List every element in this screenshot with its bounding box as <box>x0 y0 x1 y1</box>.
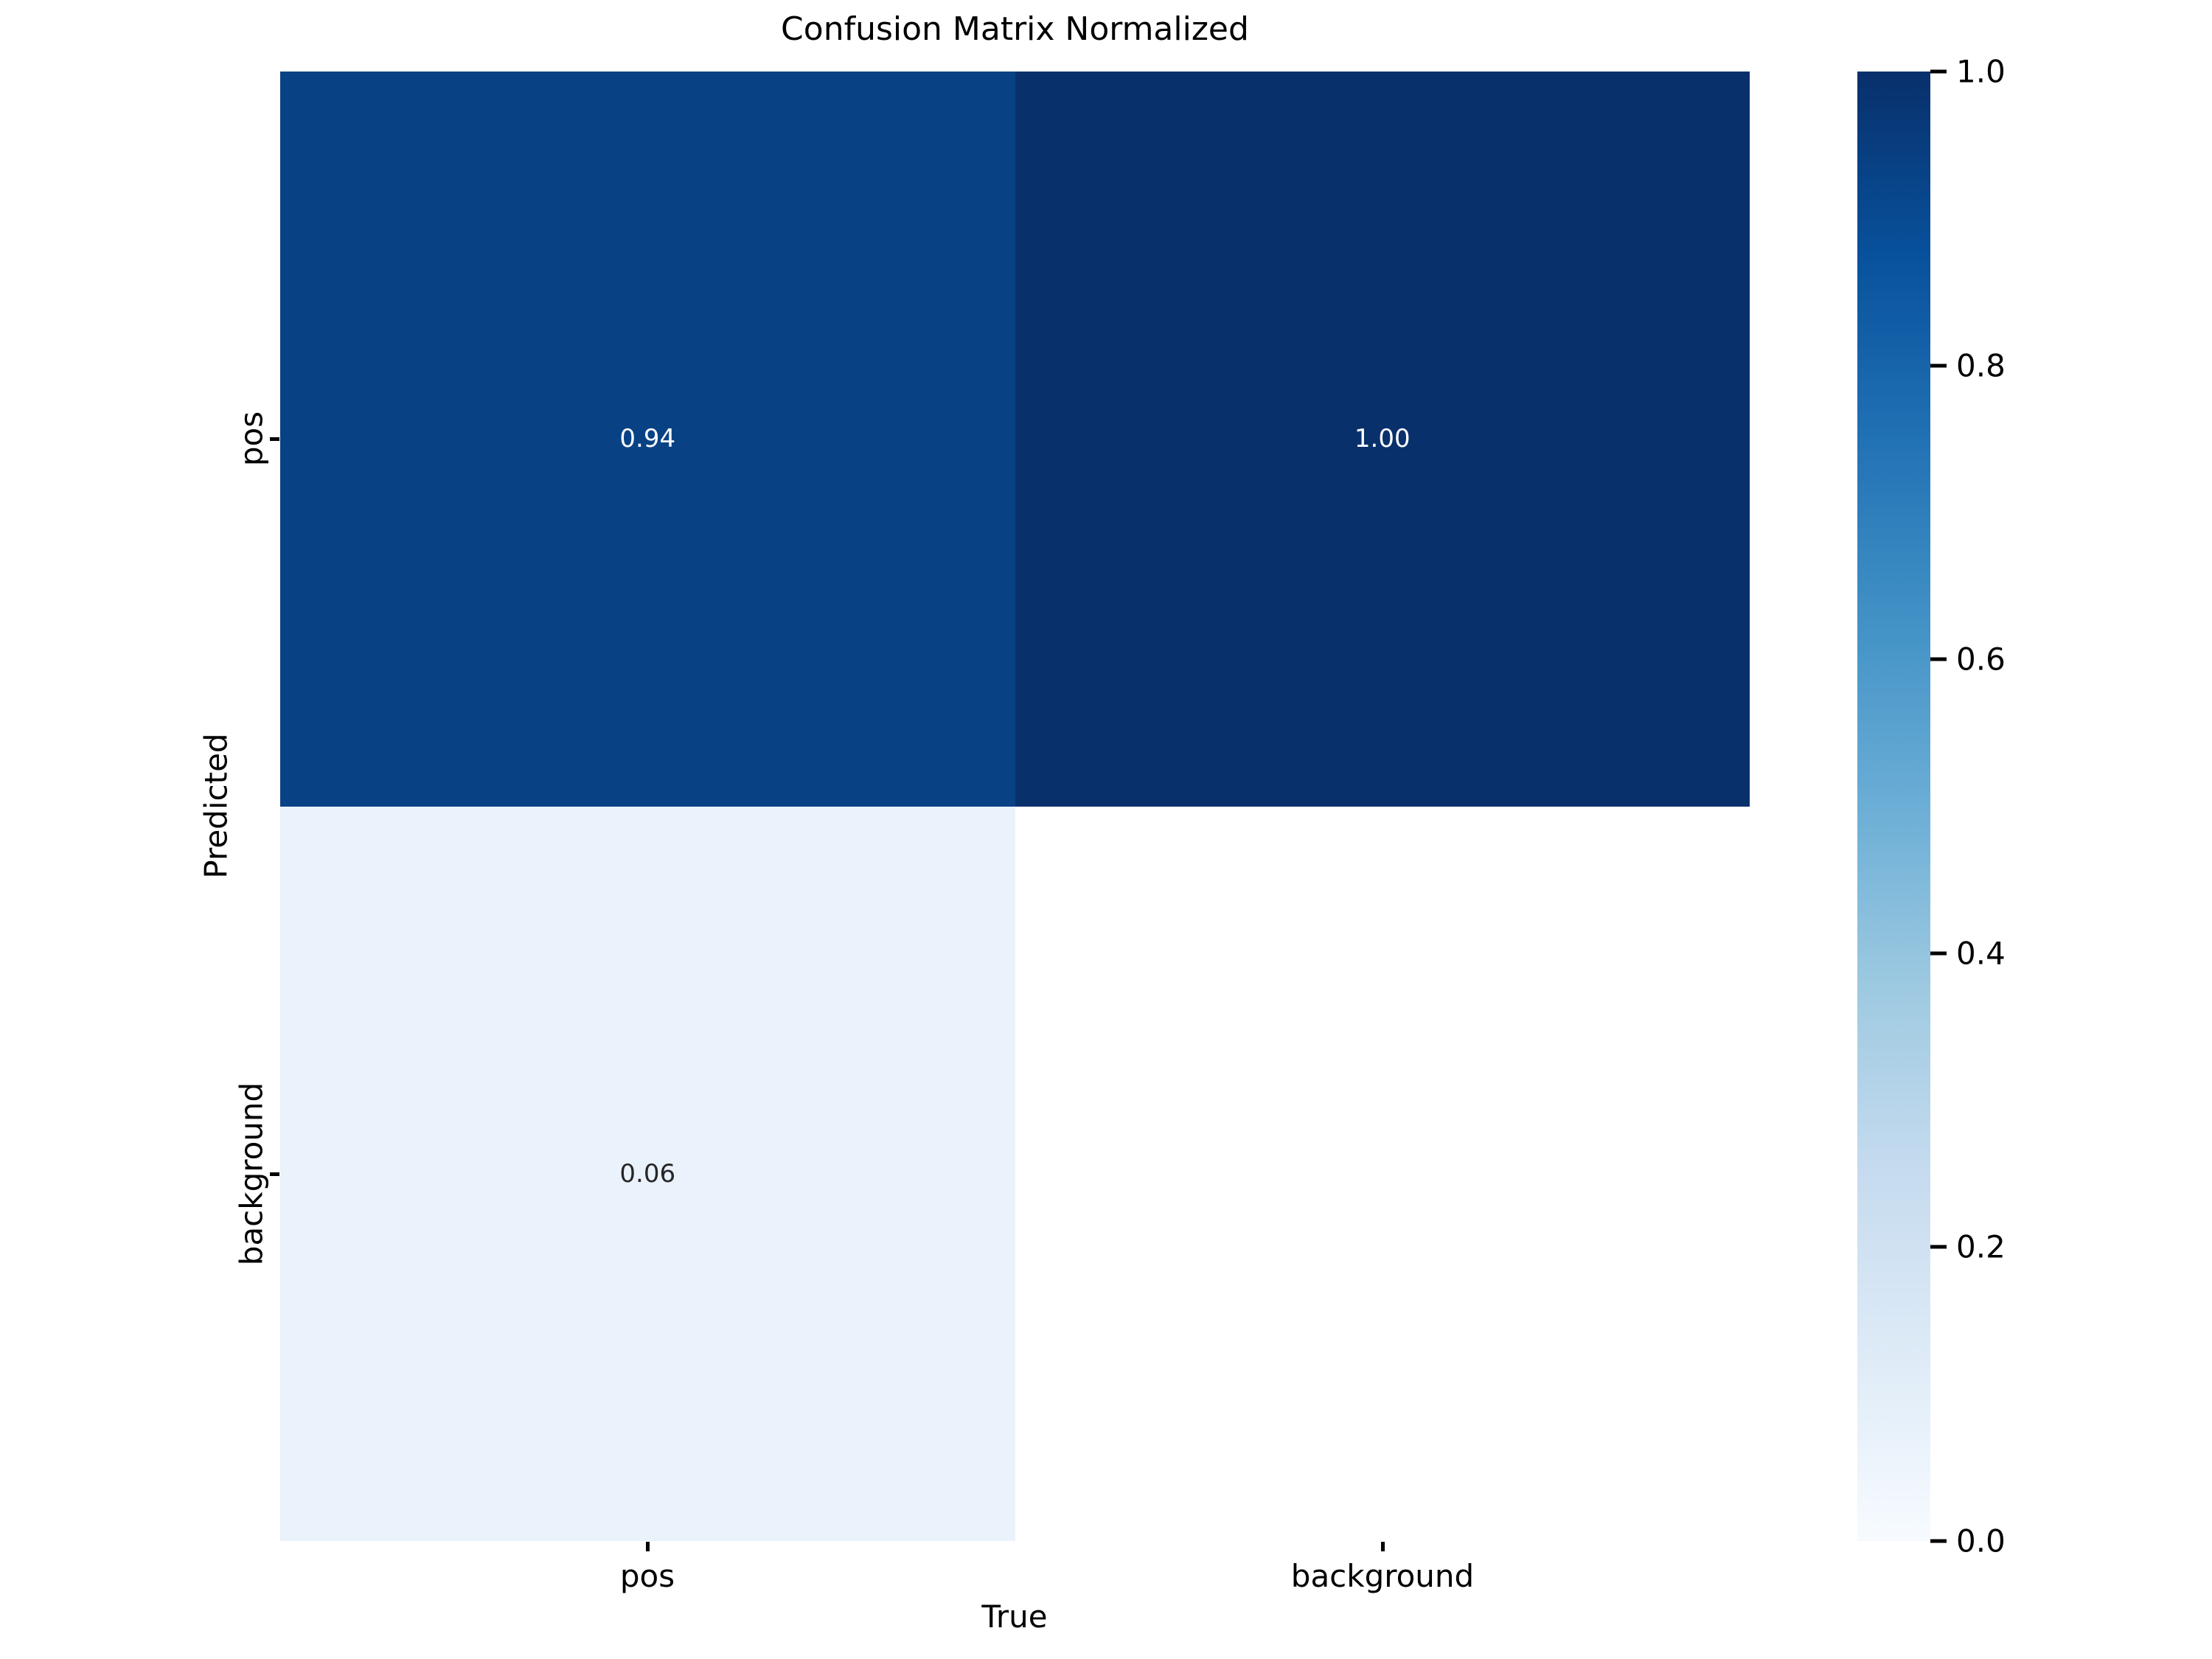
cell-annotation: 0.06 <box>619 1158 676 1189</box>
y-axis-label: Predicted <box>198 733 234 879</box>
colorbar-tick-label: 1.0 <box>1956 53 2006 90</box>
colorbar-tick-label: 0.4 <box>1956 935 2006 972</box>
colorbar-tick-mark <box>1930 951 1947 956</box>
x-tick-mark-background <box>1381 1542 1385 1551</box>
x-tick-mark-pos <box>646 1542 650 1551</box>
cell-annotation: 1.00 <box>1354 424 1411 454</box>
heatmap-cell-pred-pos-true-background: 1.00 <box>1015 72 1750 807</box>
colorbar-tick-label: 0.0 <box>1956 1523 2006 1559</box>
y-tick-label-background: background <box>233 1082 270 1266</box>
heatmap: 0.94 1.00 0.06 <box>280 72 1750 1541</box>
heatmap-cell-pred-pos-true-pos: 0.94 <box>280 72 1015 807</box>
y-tick-mark-background <box>270 1172 279 1176</box>
colorbar-tick-mark <box>1930 69 1947 74</box>
x-axis-label: True <box>981 1599 1048 1635</box>
cell-annotation: 0.94 <box>619 424 676 454</box>
chart-title: Confusion Matrix Normalized <box>781 10 1249 48</box>
heatmap-cell-pred-background-true-pos: 0.06 <box>280 806 1015 1541</box>
colorbar-ticks <box>1930 69 1947 1543</box>
x-tick-label-background: background <box>1290 1558 1475 1594</box>
colorbar-tick-label: 0.6 <box>1956 641 2006 678</box>
y-tick-label-pos: pos <box>233 411 270 467</box>
colorbar-tick-mark <box>1930 657 1947 661</box>
colorbar-labels: 1.0 0.8 0.6 0.4 0.2 0.0 <box>1956 54 2045 1559</box>
colorbar-tick-mark <box>1930 364 1947 368</box>
colorbar-tick-mark <box>1930 1245 1947 1249</box>
y-tick-mark-pos <box>270 437 279 441</box>
colorbar-tick-label: 0.8 <box>1956 347 2006 384</box>
colorbar <box>1857 72 1930 1541</box>
heatmap-cell-pred-background-true-background <box>1015 806 1750 1541</box>
colorbar-tick-label: 0.2 <box>1956 1228 2006 1265</box>
x-tick-label-pos: pos <box>619 1558 675 1594</box>
colorbar-tick-mark <box>1930 1539 1947 1543</box>
